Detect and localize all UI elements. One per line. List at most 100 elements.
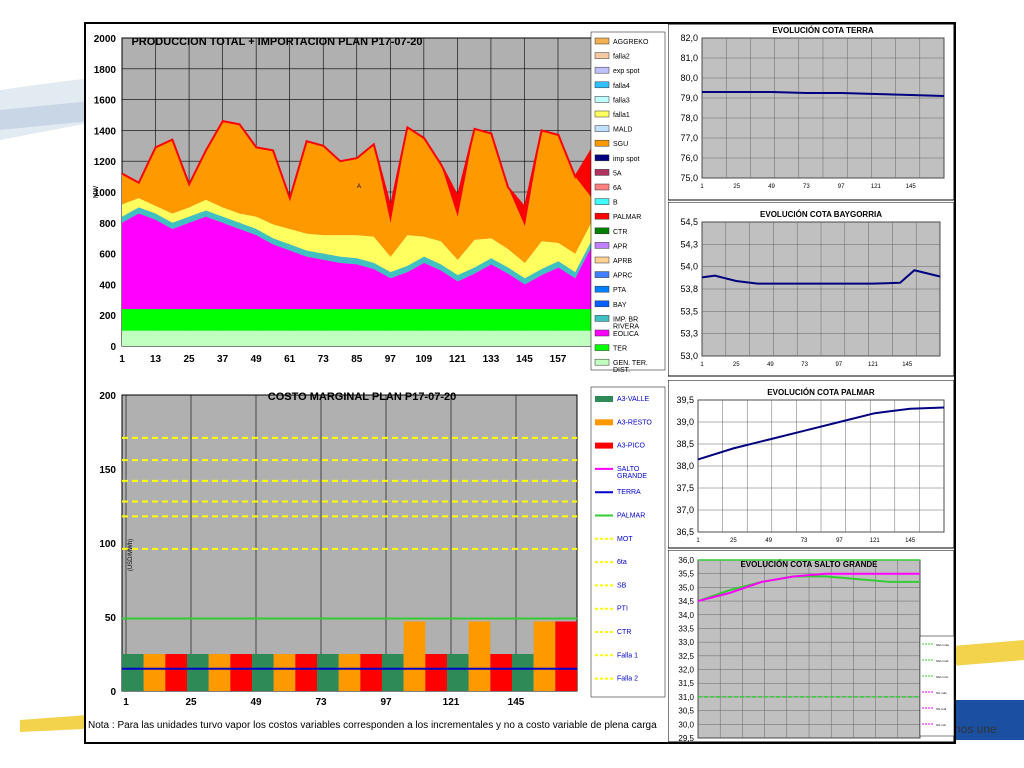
legend-label: A3-VALLE (617, 396, 649, 403)
legend-label: 6A (613, 185, 622, 192)
x-tick-label: 49 (768, 184, 775, 190)
y-tick-label: 39,0 (676, 417, 694, 427)
legend-label: AGGREKO (613, 39, 649, 46)
legend-swatch (594, 154, 610, 162)
x-tick-label: 109 (416, 354, 433, 365)
legend-label: SGU (613, 141, 628, 148)
legend-swatch (594, 198, 610, 205)
legend-label: IMP. BR (613, 316, 638, 323)
cost-bar (230, 654, 252, 691)
series-area-ter (122, 309, 592, 331)
legend-label: imp spot (613, 156, 640, 163)
y-tick-label: 50 (105, 613, 117, 624)
y-tick-label: 35,0 (678, 583, 694, 592)
x-tick-label: 25 (733, 184, 740, 190)
legend-label: APR (613, 243, 627, 250)
legend-label: SGU mín (936, 675, 949, 679)
legend-swatch (594, 139, 610, 147)
legend-box (919, 635, 955, 737)
brand-text: nos une (954, 722, 997, 736)
legend-label: exp spot (613, 68, 640, 75)
x-tick-label: 73 (801, 538, 808, 544)
x-tick-label: 97 (380, 697, 392, 708)
y-tick-label: 200 (99, 311, 116, 322)
level-line (697, 572, 920, 603)
legend-label: GEN. TER. (613, 360, 648, 367)
x-tick-label: 157 (550, 354, 567, 365)
legend-label: SG real (936, 707, 947, 711)
y-tick-label: 77,0 (680, 133, 698, 143)
x-tick-label: 73 (315, 697, 327, 708)
legend-label: EOLICA (613, 331, 639, 338)
x-tick-label: 97 (385, 354, 397, 365)
legend-label: A3-RESTO (617, 419, 652, 426)
series-area-sgu (122, 121, 592, 263)
cost-bar (252, 654, 274, 691)
y-tick-label: 0 (110, 342, 116, 353)
chart-title: EVOLUCIÓN COTA PALMAR (767, 388, 875, 397)
legend-swatch (594, 125, 610, 132)
legend-swatch (595, 442, 613, 449)
cost-bar (208, 654, 231, 691)
cost-bar (338, 654, 361, 691)
cost-bar (122, 654, 144, 691)
y-tick-label: 150 (99, 465, 116, 476)
cost-bar (555, 621, 577, 691)
y-axis-label: (USD/MWh) (128, 539, 134, 571)
legend-swatch (594, 37, 610, 45)
legend-swatch (594, 96, 610, 103)
legend-swatch (594, 169, 610, 176)
x-tick-label: 121 (871, 184, 882, 190)
y-tick-label: 54,5 (680, 217, 698, 227)
x-tick-label: 145 (902, 362, 913, 368)
y-tick-label: 75,0 (680, 173, 698, 183)
legend-label: SALTO (617, 466, 640, 473)
x-tick-label: 121 (443, 697, 460, 708)
legend-label: PTA (613, 287, 626, 294)
y-tick-label: 39,5 (676, 395, 694, 405)
legend-swatch (594, 358, 610, 366)
y-tick-label: 36,0 (678, 556, 694, 565)
legend-swatch (594, 227, 610, 235)
y-tick-label: 100 (99, 539, 116, 550)
level-line (701, 269, 941, 285)
y-tick-label: 78,0 (680, 113, 698, 123)
legend-box (590, 386, 666, 698)
y-tick-label: 53,0 (680, 351, 698, 361)
y-tick-label: 2000 (94, 34, 117, 45)
x-tick-label: 1 (700, 362, 704, 368)
cost-bar (425, 654, 447, 691)
y-tick-label: 1600 (94, 96, 117, 107)
legend-label: TER (613, 346, 627, 353)
x-tick-label: 133 (483, 354, 500, 365)
legend-label: 6ta (617, 559, 627, 566)
legend-swatch (594, 242, 610, 249)
x-tick-label: 49 (767, 362, 774, 368)
legend-swatch (594, 212, 610, 220)
cost-bar (165, 654, 187, 691)
x-tick-label: 13 (150, 354, 162, 365)
x-tick-label: 73 (801, 362, 808, 368)
x-tick-label: 1 (119, 354, 125, 365)
cost-bar (317, 654, 339, 691)
legend-swatch (594, 110, 610, 118)
y-tick-label: 1800 (94, 65, 117, 76)
cost-bar (295, 654, 317, 691)
legend-label: PTI (617, 606, 628, 613)
y-tick-label: 1200 (94, 157, 117, 168)
legend-label: MOT (617, 536, 633, 543)
y-tick-label: 76,0 (680, 153, 698, 163)
legend-swatch (594, 271, 610, 278)
plot-area (121, 394, 578, 692)
production-chart: 0 200 400 600 800 1000 1200 1400 1600 1800 2000 1 13… (93, 31, 666, 374)
series-area-imp-br-rivera (122, 207, 592, 285)
x-tick-label: 1 (123, 697, 129, 708)
legend-label: 5A (613, 170, 622, 177)
y-tick-label: 82,0 (680, 33, 698, 43)
legend-label: SGU máx (936, 643, 950, 647)
y-tick-label: 400 (99, 280, 116, 291)
legend-label: Falla 2 (617, 676, 638, 683)
footnote: Nota : Para las unidades turvo vapor los… (88, 720, 657, 731)
cost-bar (468, 621, 491, 691)
y-tick-label: 38,0 (676, 461, 694, 471)
